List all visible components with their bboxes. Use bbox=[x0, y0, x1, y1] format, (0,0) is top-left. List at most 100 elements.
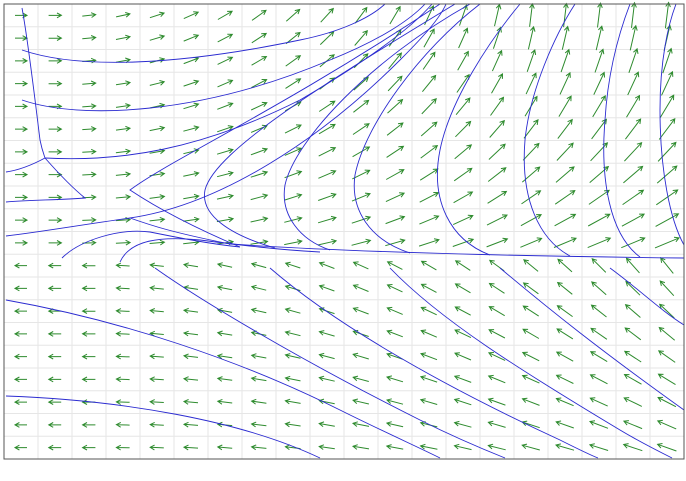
vector-arrow bbox=[81, 285, 96, 292]
vector-arrow bbox=[556, 142, 574, 161]
vector-arrow bbox=[657, 373, 676, 386]
vector-arrow bbox=[15, 103, 29, 110]
vector-arrow bbox=[420, 283, 437, 293]
vector-arrow bbox=[48, 240, 63, 246]
vector-arrow bbox=[555, 374, 574, 384]
vector-arrow bbox=[386, 329, 403, 338]
vector-arrow bbox=[422, 74, 437, 93]
vector-arrow bbox=[182, 353, 199, 360]
vector-arrow bbox=[418, 238, 440, 247]
vector-arrow bbox=[351, 238, 372, 246]
vector-arrow bbox=[555, 397, 574, 407]
vector-arrow bbox=[15, 126, 29, 132]
vector-arrow bbox=[594, 48, 605, 73]
vector-arrow bbox=[589, 374, 608, 385]
vector-arrow bbox=[115, 80, 132, 86]
vector-arrow bbox=[488, 329, 506, 339]
trajectory-curve bbox=[5, 157, 87, 203]
vector-arrow bbox=[13, 444, 27, 451]
vector-arrow bbox=[560, 48, 571, 73]
trajectory-curve bbox=[154, 267, 506, 459]
vector-arrow bbox=[318, 100, 336, 112]
vector-arrow bbox=[388, 52, 403, 70]
vector-arrow bbox=[13, 262, 27, 269]
vector-arrow bbox=[486, 214, 508, 226]
vector-arrow bbox=[284, 216, 303, 223]
vector-arrow bbox=[82, 12, 97, 18]
vector-arrow bbox=[115, 171, 132, 178]
trajectory-curve bbox=[499, 267, 685, 411]
vector-arrow bbox=[318, 352, 335, 360]
vector-arrow bbox=[525, 72, 537, 95]
vector-arrow bbox=[385, 238, 406, 247]
vector-arrow bbox=[419, 192, 440, 203]
vector-arrow bbox=[420, 260, 437, 271]
vector-arrow bbox=[250, 193, 269, 201]
vector-arrow bbox=[351, 192, 371, 202]
vector-arrow bbox=[285, 8, 301, 22]
vector-arrow bbox=[624, 141, 643, 162]
vector-arrow bbox=[82, 217, 97, 223]
vector-arrow bbox=[420, 352, 438, 361]
vector-arrow bbox=[588, 443, 609, 451]
vector-arrow bbox=[284, 261, 301, 269]
vector-arrow bbox=[250, 262, 267, 269]
vector-arrow bbox=[251, 32, 268, 44]
vector-arrow bbox=[591, 281, 607, 296]
vector-arrow bbox=[284, 330, 301, 337]
vector-arrow bbox=[285, 55, 302, 67]
vector-arrow bbox=[115, 239, 132, 246]
trajectory-curve bbox=[5, 299, 441, 459]
vector-arrow bbox=[13, 353, 27, 360]
vector-arrow bbox=[183, 79, 200, 87]
vector-arrow bbox=[453, 167, 473, 182]
vector-arrow bbox=[48, 80, 63, 87]
vector-arrow bbox=[488, 143, 506, 160]
vector-arrow bbox=[13, 399, 27, 405]
vector-arrow bbox=[217, 33, 234, 43]
vector-arrow bbox=[625, 118, 642, 140]
vector-arrow bbox=[149, 194, 166, 200]
trajectory-curve bbox=[609, 267, 685, 326]
vector-arrow bbox=[82, 171, 97, 178]
vector-arrow bbox=[250, 216, 269, 223]
vector-arrow bbox=[554, 190, 576, 205]
vector-arrow bbox=[553, 237, 577, 248]
vector-arrow bbox=[420, 121, 438, 137]
vector-arrow bbox=[284, 307, 301, 314]
vector-arrow bbox=[183, 102, 200, 110]
vector-arrow bbox=[317, 215, 337, 224]
vector-arrow bbox=[47, 444, 62, 451]
vector-arrow bbox=[216, 444, 233, 451]
vector-arrow bbox=[386, 352, 404, 360]
vector-arrow bbox=[657, 396, 677, 408]
vector-arrow bbox=[521, 374, 540, 384]
vector-arrow bbox=[488, 306, 505, 317]
vector-arrow bbox=[48, 194, 63, 201]
vector-arrow bbox=[556, 305, 573, 318]
vector-arrow bbox=[48, 217, 63, 223]
vector-arrow bbox=[284, 284, 301, 292]
vector-arrow bbox=[115, 399, 130, 405]
vector-arrow bbox=[47, 376, 62, 383]
vector-arrow bbox=[216, 148, 234, 155]
vector-arrow bbox=[658, 303, 675, 319]
trajectory-curve bbox=[437, 3, 521, 256]
vector-arrow bbox=[623, 350, 642, 363]
trajectory-curve bbox=[119, 238, 321, 263]
vector-arrow bbox=[318, 147, 337, 157]
trajectory-curve bbox=[21, 3, 426, 112]
vector-arrow bbox=[422, 51, 436, 70]
vector-arrow bbox=[250, 353, 267, 359]
vector-arrow bbox=[591, 118, 608, 140]
vector-arrow bbox=[556, 328, 574, 340]
vector-arrow bbox=[15, 240, 29, 246]
vector-arrow bbox=[352, 352, 369, 360]
vector-arrow bbox=[351, 444, 370, 450]
trajectory-curve bbox=[129, 217, 231, 245]
vector-arrow bbox=[454, 260, 471, 271]
vector-arrow bbox=[659, 280, 675, 297]
vector-arrow bbox=[487, 397, 506, 406]
vector-arrow bbox=[48, 126, 63, 132]
